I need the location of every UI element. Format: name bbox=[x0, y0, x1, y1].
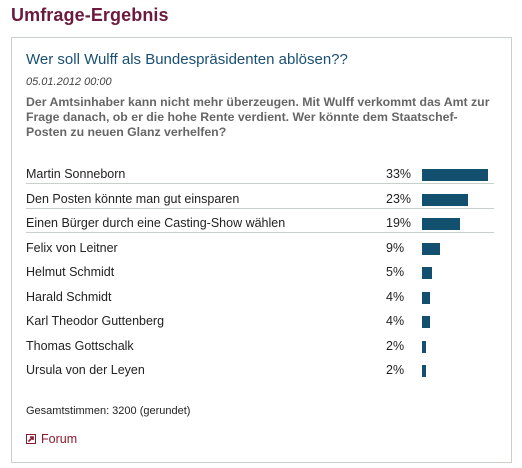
result-bar bbox=[422, 193, 468, 206]
result-row: Helmut Schmidt 5% bbox=[26, 261, 496, 286]
result-row: Felix von Leitner 9% bbox=[26, 237, 496, 262]
result-percent: 19% bbox=[386, 216, 412, 230]
result-percent: 2% bbox=[386, 363, 405, 377]
poll-date: 05.01.2012 00:00 bbox=[26, 76, 112, 88]
result-label: Einen Bürger durch eine Casting-Show wäh… bbox=[26, 216, 286, 230]
result-row: Karl Theodor Guttenberg 4% bbox=[26, 310, 496, 335]
result-percent: 5% bbox=[386, 265, 405, 279]
result-percent: 23% bbox=[386, 191, 412, 206]
result-row: Thomas Gottschalk 2% bbox=[26, 335, 496, 360]
result-bar bbox=[422, 242, 440, 255]
result-row: Ursula von der Leyen 2% bbox=[26, 359, 496, 384]
page-title: Umfrage-Ergebnis bbox=[11, 5, 169, 25]
result-bar bbox=[422, 365, 426, 377]
poll-question: Wer soll Wulff als Bundespräsidenten abl… bbox=[26, 51, 348, 68]
result-label: Helmut Schmidt bbox=[26, 265, 115, 279]
result-bar bbox=[422, 218, 460, 230]
forum-link[interactable]: Forum bbox=[26, 432, 77, 446]
result-percent: 9% bbox=[386, 240, 405, 255]
result-row: Den Posten könnte man gut einsparen 23% bbox=[26, 188, 496, 213]
result-label: Harald Schmidt bbox=[26, 289, 112, 304]
total-votes: Gesamtstimmen: 3200 (gerundet) bbox=[26, 405, 191, 417]
result-label: Karl Theodor Guttenberg bbox=[26, 314, 165, 328]
result-bar bbox=[422, 169, 488, 181]
result-bar bbox=[422, 340, 426, 353]
result-row: Martin Sonneborn 33% bbox=[26, 163, 496, 188]
result-percent: 33% bbox=[386, 167, 412, 181]
poll-description: Der Amtsinhaber kann nicht mehr überzeug… bbox=[26, 95, 490, 139]
result-percent: 4% bbox=[386, 314, 405, 328]
result-row: Harald Schmidt 4% bbox=[26, 286, 496, 311]
result-percent: 4% bbox=[386, 289, 405, 304]
result-row: Einen Bürger durch eine Casting-Show wäh… bbox=[26, 212, 496, 237]
result-bar bbox=[422, 267, 432, 279]
result-label: Thomas Gottschalk bbox=[26, 338, 134, 353]
result-bar bbox=[422, 291, 430, 304]
result-label: Martin Sonneborn bbox=[26, 167, 126, 181]
external-link-icon bbox=[26, 434, 36, 444]
poll-box: Wer soll Wulff als Bundespräsidenten abl… bbox=[11, 37, 512, 463]
result-label: Den Posten könnte man gut einsparen bbox=[26, 191, 240, 206]
result-label: Ursula von der Leyen bbox=[26, 363, 145, 377]
result-label: Felix von Leitner bbox=[26, 240, 118, 255]
result-bar bbox=[422, 316, 430, 328]
forum-link-label[interactable]: Forum bbox=[41, 432, 78, 446]
poll-results: Martin Sonneborn 33% Den Posten könnte m… bbox=[26, 163, 496, 384]
result-percent: 2% bbox=[386, 338, 405, 353]
